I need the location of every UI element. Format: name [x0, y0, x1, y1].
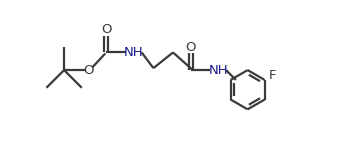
Text: O: O — [186, 41, 196, 54]
Text: F: F — [268, 69, 276, 82]
Text: NH: NH — [124, 46, 144, 59]
Text: O: O — [83, 64, 94, 77]
Text: NH: NH — [208, 64, 228, 77]
Text: O: O — [101, 23, 112, 36]
